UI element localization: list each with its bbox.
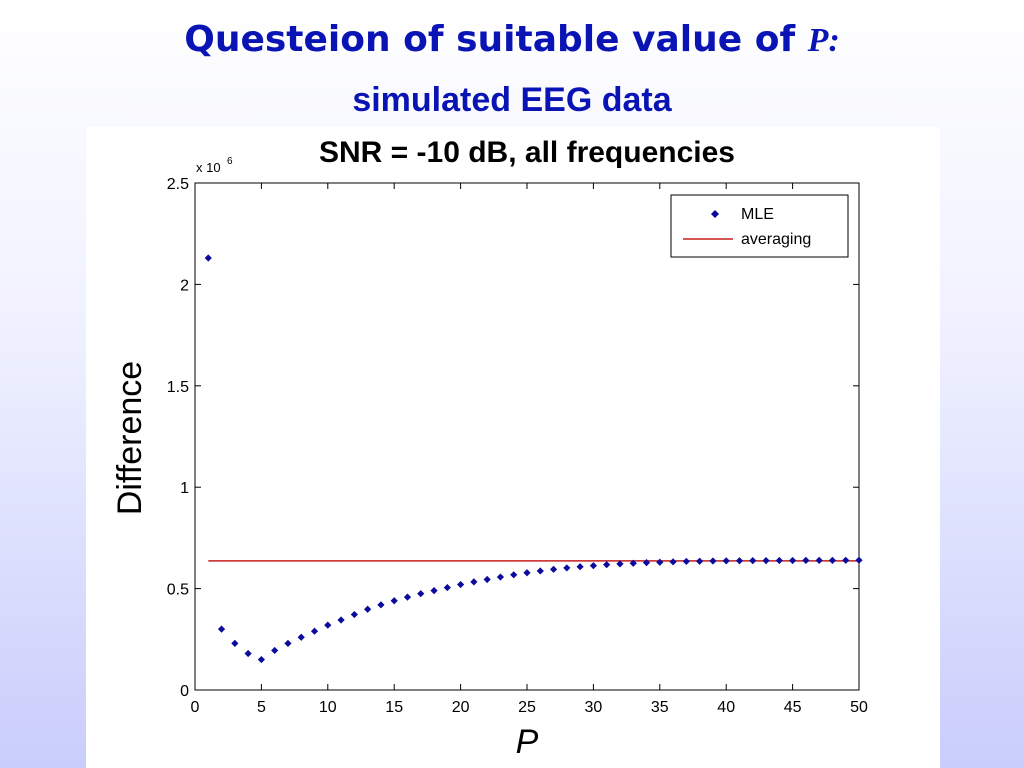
y-axis-label: Difference xyxy=(111,361,149,515)
data-point-mle xyxy=(390,597,398,605)
y-tick-label: 1 xyxy=(180,480,189,497)
data-point-mle xyxy=(297,633,305,641)
data-point-mle xyxy=(682,557,690,566)
y-tick-label: 1.5 xyxy=(167,379,189,396)
y-scale-exponent: 6 xyxy=(227,156,233,167)
x-tick-label: 45 xyxy=(784,699,802,716)
x-tick-label: 5 xyxy=(257,699,266,716)
data-point-mle xyxy=(483,575,491,584)
x-tick-label: 25 xyxy=(518,699,536,716)
data-point-mle xyxy=(828,556,837,565)
data-point-mle xyxy=(457,580,465,589)
data-point-mle xyxy=(231,639,239,647)
data-point-mle xyxy=(470,578,478,586)
data-point-mle xyxy=(563,564,571,572)
x-tick-label: 35 xyxy=(651,699,669,716)
data-point-mle xyxy=(523,569,531,577)
x-tick-label: 30 xyxy=(585,699,603,716)
data-point-mle xyxy=(271,646,279,655)
plot-area xyxy=(194,182,860,691)
data-point-mle xyxy=(350,610,358,619)
chart-title: SNR = -10 dB, all frequencies xyxy=(319,136,735,169)
data-point-mle xyxy=(789,556,797,565)
x-tick-label: 50 xyxy=(850,699,868,716)
data-point-mle xyxy=(696,557,704,565)
scatter-chart: 0 5 10 15 20 25 30 35 40 45 50 0 0.5 1 1.5 2 2.5 MLE ave… xyxy=(111,136,868,761)
x-tick-label: 0 xyxy=(191,699,200,716)
data-point-mle xyxy=(403,593,412,601)
data-point-mle xyxy=(417,590,425,598)
y-tick-label: 0.5 xyxy=(167,582,189,599)
data-point-mle xyxy=(656,558,664,566)
data-point-mle xyxy=(217,625,226,633)
slide-title-text: Questeion of suitable value of xyxy=(184,19,796,60)
data-point-mle xyxy=(802,556,810,565)
data-point-mle xyxy=(603,561,611,569)
x-tick-label: 15 xyxy=(385,699,403,716)
y-tick-label: 0 xyxy=(180,683,189,700)
data-point-mle xyxy=(842,556,850,564)
figure-panel: 0 5 10 15 20 25 30 35 40 45 50 0 0.5 1 1.5 2 2.5 MLE ave… xyxy=(86,127,940,768)
x-tick-label: 20 xyxy=(452,699,470,716)
data-point-mle xyxy=(430,587,438,595)
slide-title-variable: P: xyxy=(807,22,840,59)
y-tick-label: 2.5 xyxy=(167,176,189,193)
data-point-mle xyxy=(364,605,372,613)
legend-box xyxy=(670,194,849,258)
data-point-mle xyxy=(775,556,783,565)
data-point-mle xyxy=(735,557,744,565)
data-point-mle xyxy=(244,649,252,658)
data-point-mle xyxy=(204,254,212,262)
data-point-mle xyxy=(496,573,505,581)
data-point-mle xyxy=(762,557,770,565)
y-scale-label: x 10 xyxy=(196,160,221,175)
data-point-mle xyxy=(815,556,823,565)
data-point-mle xyxy=(443,583,451,592)
slide-title: Questeion of suitable value of P: xyxy=(0,18,1024,63)
data-point-mle xyxy=(536,567,544,575)
x-tick-label: 40 xyxy=(717,699,735,716)
data-point-mle xyxy=(549,565,558,573)
data-point-mle xyxy=(709,557,717,565)
data-point-mle xyxy=(324,621,332,629)
x-tick-label: 10 xyxy=(319,699,337,716)
legend-marker-mle xyxy=(711,210,719,218)
data-point-mle xyxy=(629,559,637,567)
data-point-mle xyxy=(377,601,385,609)
data-point-mle xyxy=(589,562,597,570)
legend-label-mle: MLE xyxy=(741,206,774,223)
data-point-mle xyxy=(749,557,757,565)
data-point-mle xyxy=(722,557,730,565)
data-point-mle xyxy=(576,563,584,571)
data-point-mle xyxy=(616,560,624,568)
data-point-mle xyxy=(642,559,651,567)
data-point-mle xyxy=(337,616,345,624)
y-tick-label: 2 xyxy=(180,277,189,294)
legend-label-averaging: averaging xyxy=(741,231,811,248)
x-axis-label: P xyxy=(516,723,539,761)
data-point-mle xyxy=(855,556,863,564)
data-point-mle xyxy=(669,558,677,566)
slide-subtitle: simulated EEG data xyxy=(352,81,672,119)
data-point-mle xyxy=(510,571,518,579)
